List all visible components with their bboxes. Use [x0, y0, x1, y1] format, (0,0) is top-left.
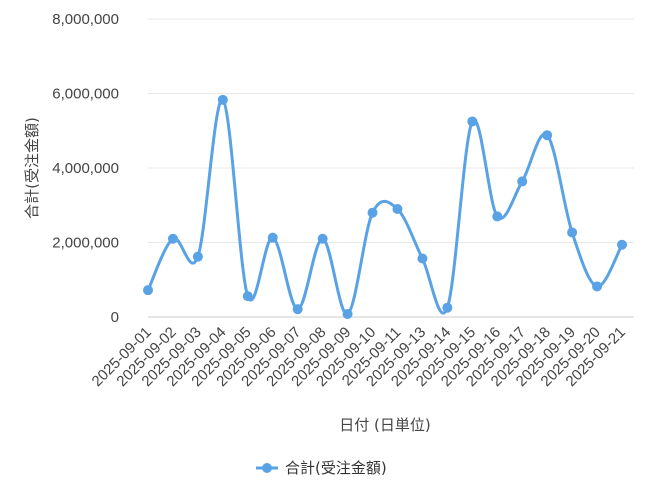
x-axis-title: 日付 (日単位) — [339, 416, 430, 434]
series-layer — [143, 94, 627, 320]
data-point[interactable] — [567, 227, 578, 238]
data-point[interactable] — [192, 251, 203, 262]
legend-marker — [262, 463, 272, 473]
data-point[interactable] — [367, 207, 378, 218]
data-point[interactable] — [143, 285, 153, 296]
data-point[interactable] — [542, 130, 553, 141]
data-point[interactable] — [492, 211, 503, 222]
legend[interactable]: 合計(受注金額) — [256, 459, 387, 477]
data-point[interactable] — [392, 203, 403, 214]
data-point[interactable] — [442, 302, 453, 313]
data-point[interactable] — [342, 309, 353, 320]
data-point[interactable] — [267, 232, 278, 243]
y-tick-label: 2,000,000 — [52, 235, 119, 252]
data-point[interactable] — [317, 233, 328, 244]
data-point[interactable] — [592, 281, 603, 292]
y-tick-label: 4,000,000 — [52, 160, 119, 177]
data-point[interactable] — [167, 233, 178, 244]
y-axis-ticks: 0 2,000,000 4,000,000 6,000,000 8,000,000 — [52, 11, 119, 326]
grid-lines — [148, 18, 634, 318]
y-tick-label: 0 — [111, 309, 119, 326]
data-point[interactable] — [292, 304, 303, 315]
series-line — [146, 98, 624, 316]
y-axis-title: 合計(受注金額) — [23, 117, 41, 219]
data-point[interactable] — [242, 291, 253, 302]
y-tick-label: 6,000,000 — [52, 86, 119, 103]
data-point[interactable] — [217, 94, 228, 105]
data-point[interactable] — [517, 176, 528, 187]
data-point[interactable] — [417, 253, 428, 264]
y-tick-label: 8,000,000 — [52, 11, 119, 28]
x-axis-ticks: 2025-09-012025-09-022025-09-032025-09-04… — [89, 324, 629, 390]
data-point[interactable] — [467, 116, 478, 127]
legend-series-label: 合計(受注金額) — [285, 459, 387, 477]
data-point[interactable] — [617, 239, 627, 250]
